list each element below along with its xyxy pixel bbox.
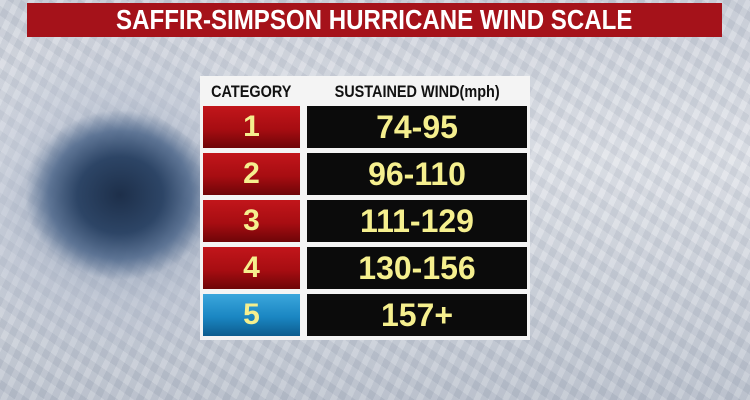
wind-scale-table: CATEGORY SUSTAINED WIND(mph) 1 74-95 2 9… [200,76,530,340]
category-cell: 3 [203,200,300,242]
title-banner: SAFFIR-SIMPSON HURRICANE WIND SCALE [27,3,722,37]
wind-cell: 96-110 [307,153,527,195]
category-cell: 5 [203,294,300,336]
wind-cell: 111-129 [307,200,527,242]
wind-cell: 130-156 [307,247,527,289]
header-sustained-wind: SUSTAINED WIND(mph) [334,82,500,101]
title-text: SAFFIR-SIMPSON HURRICANE WIND SCALE [116,4,633,35]
category-cell: 1 [203,106,300,148]
wind-cell: 74-95 [307,106,527,148]
category-cell: 4 [203,247,300,289]
header-category: CATEGORY [211,82,292,101]
wind-cell: 157+ [307,294,527,336]
category-cell: 2 [203,153,300,195]
